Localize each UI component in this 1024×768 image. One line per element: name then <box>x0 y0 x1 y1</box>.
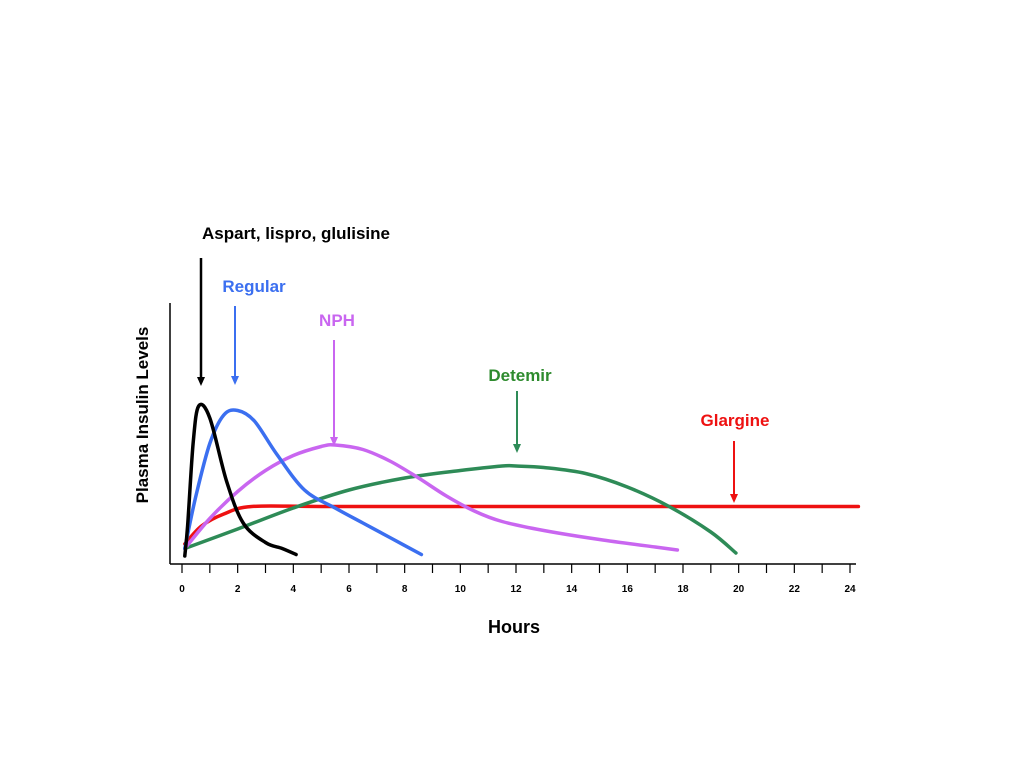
x-tick-label: 10 <box>455 584 467 595</box>
x-axis-tick-labels: 0 2 4 6 8 10 12 14 16 18 20 22 24 <box>179 584 856 595</box>
annotation-arrow-head <box>197 377 205 386</box>
series-annotations: Aspart, lispro, glulisine Regular NPH Detem… <box>197 224 769 503</box>
x-axis-label: Hours <box>488 617 540 637</box>
annotation-arrow-head <box>730 494 738 503</box>
x-tick-label: 0 <box>179 584 185 595</box>
x-tick-label: 6 <box>346 584 352 595</box>
series-label: Aspart, lispro, glulisine <box>202 224 390 243</box>
annotation-arrow-head <box>513 444 521 453</box>
series-label: Regular <box>222 277 286 296</box>
series-line-nph <box>183 443 680 552</box>
x-tick-label: 8 <box>402 584 408 595</box>
series-label: Glargine <box>701 411 770 430</box>
x-tick-label: 22 <box>789 584 801 595</box>
series-lines <box>183 402 861 558</box>
series-line-regular <box>183 408 424 557</box>
x-tick-label: 12 <box>510 584 522 595</box>
x-tick-label: 24 <box>844 584 856 595</box>
series-label: Detemir <box>488 366 552 385</box>
series-line-glargine <box>183 504 861 546</box>
annotation-arrow-head <box>231 376 239 385</box>
x-tick-label: 2 <box>235 584 241 595</box>
series-line-detemir <box>183 463 738 555</box>
y-axis-label: Plasma Insulin Levels <box>133 327 152 504</box>
x-tick-label: 18 <box>677 584 689 595</box>
x-tick-label: 16 <box>622 584 634 595</box>
x-tick-label: 14 <box>566 584 578 595</box>
series-label: NPH <box>319 311 355 330</box>
annotation-arrow-head <box>330 437 338 446</box>
x-tick-label: 4 <box>291 584 297 595</box>
series-line-aspart <box>183 402 298 558</box>
x-tick-label: 20 <box>733 584 745 595</box>
x-axis-ticks <box>181 564 851 573</box>
